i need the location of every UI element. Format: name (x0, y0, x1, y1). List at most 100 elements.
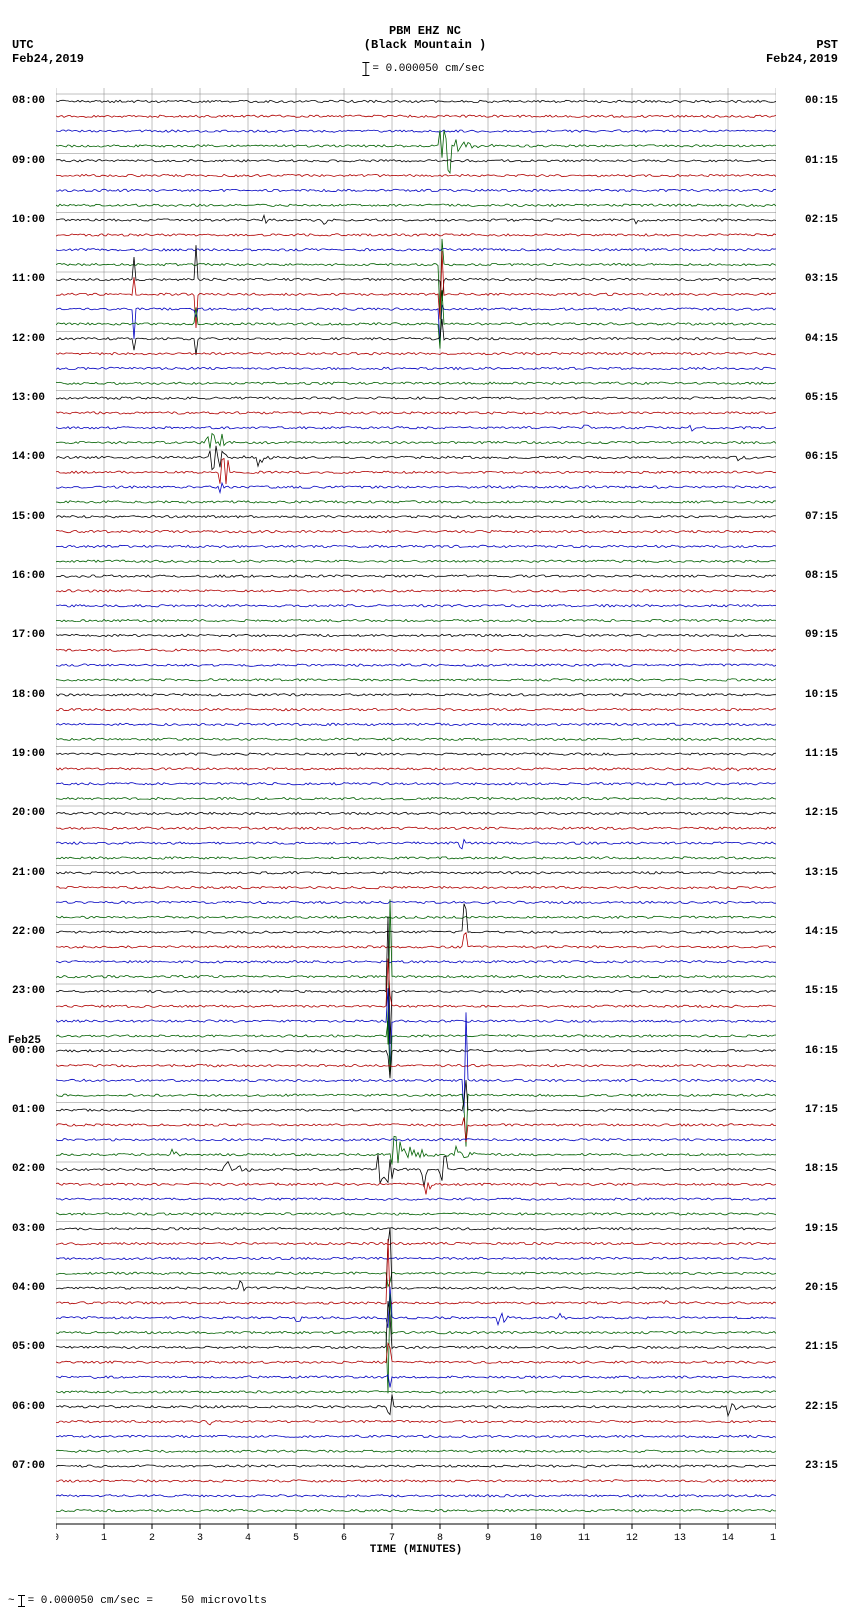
trace (56, 530, 776, 532)
trace (56, 1213, 776, 1215)
trace (56, 204, 776, 206)
trace (56, 130, 776, 173)
trace (56, 160, 776, 162)
trace (56, 916, 776, 1044)
left-time-label: 20:00 (12, 807, 45, 819)
right-time-label: 21:15 (805, 1341, 838, 1353)
right-time-label: 07:15 (805, 511, 838, 523)
trace (56, 575, 776, 577)
trace (56, 783, 776, 785)
left-time-label: 00:00 (12, 1045, 45, 1057)
footer-text-right: 50 microvolts (181, 1595, 267, 1607)
left-time-label: 10:00 (12, 214, 45, 226)
trace (56, 397, 776, 399)
trace (56, 1183, 776, 1195)
trace (56, 1228, 776, 1230)
x-axis-label: TIME (MINUTES) (56, 1544, 776, 1556)
right-time-label: 23:15 (805, 1460, 838, 1472)
trace (56, 1287, 776, 1328)
right-time-label: 17:15 (805, 1104, 838, 1116)
right-time-label: 10:15 (805, 689, 838, 701)
left-time-label: 05:00 (12, 1341, 45, 1353)
right-time-label: 18:15 (805, 1163, 838, 1175)
right-time-label: 12:15 (805, 807, 838, 819)
trace (56, 130, 776, 132)
left-time-label: 11:00 (12, 273, 45, 285)
trace (56, 708, 776, 710)
trace (56, 234, 776, 236)
trace (56, 827, 776, 829)
right-time-label: 05:15 (805, 392, 838, 404)
trace (56, 483, 776, 493)
footer-prefix: ~ (8, 1595, 15, 1607)
trace (56, 1450, 776, 1452)
trace (56, 1435, 776, 1437)
svg-text:15: 15 (770, 1533, 776, 1544)
trace (56, 901, 776, 903)
trace (56, 1391, 776, 1393)
trace (56, 1480, 776, 1482)
trace (56, 605, 776, 607)
right-time-label: 03:15 (805, 273, 838, 285)
trace (56, 1139, 776, 1141)
trace (56, 1117, 776, 1142)
svg-text:5: 5 (293, 1533, 299, 1544)
trace (56, 215, 776, 224)
right-time-label: 01:15 (805, 155, 838, 167)
station-name: (Black Mountain ) (0, 38, 850, 52)
left-time-label: 07:00 (12, 1460, 45, 1472)
svg-text:0: 0 (56, 1533, 59, 1544)
left-time-label: 01:00 (12, 1104, 45, 1116)
trace (56, 797, 776, 799)
left-time-label: 16:00 (12, 570, 45, 582)
trace (56, 812, 776, 814)
trace (56, 988, 776, 1070)
svg-text:7: 7 (389, 1533, 395, 1544)
left-time-label: 08:00 (12, 95, 45, 107)
footer-scale: ~ = 0.000050 cm/sec = 50 microvolts (8, 1595, 267, 1607)
svg-text:1: 1 (101, 1533, 107, 1544)
trace (56, 768, 776, 771)
right-time-label: 15:15 (805, 985, 838, 997)
trace (56, 738, 776, 740)
trace (56, 1465, 776, 1467)
trace (56, 634, 776, 636)
trace (56, 367, 776, 369)
left-time-label: 17:00 (12, 629, 45, 641)
left-time-label: 23:00 (12, 985, 45, 997)
trace (56, 459, 776, 485)
right-time-label: 22:15 (805, 1401, 838, 1413)
right-time-label: 09:15 (805, 629, 838, 641)
trace (56, 1239, 776, 1304)
trace (56, 1198, 776, 1200)
trace (56, 174, 776, 176)
left-time-label: 13:00 (12, 392, 45, 404)
right-time-label: 13:15 (805, 867, 838, 879)
trace (56, 723, 776, 725)
scale-bar-icon (365, 62, 366, 76)
date-left: Feb24,2019 (12, 52, 84, 66)
left-time-label: 21:00 (12, 867, 45, 879)
left-time-label: 03:00 (12, 1223, 45, 1235)
svg-text:14: 14 (722, 1533, 734, 1544)
trace (56, 446, 776, 470)
left-time-label: 15:00 (12, 511, 45, 523)
svg-text:9: 9 (485, 1533, 491, 1544)
trace (56, 115, 776, 117)
trace (56, 959, 776, 1008)
trace (56, 352, 776, 354)
right-time-label: 19:15 (805, 1223, 838, 1235)
scale-indicator: = 0.000050 cm/sec (365, 62, 484, 76)
trace (56, 1495, 776, 1497)
trace (56, 251, 776, 328)
trace (56, 1064, 776, 1066)
left-time-label: 06:00 (12, 1401, 45, 1413)
trace (56, 1228, 776, 1291)
right-time-label: 14:15 (805, 926, 838, 938)
right-time-label: 06:15 (805, 451, 838, 463)
right-time-label: 00:15 (805, 95, 838, 107)
trace (56, 560, 776, 562)
left-time-label: 09:00 (12, 155, 45, 167)
trace (56, 886, 776, 888)
trace (56, 1242, 776, 1244)
